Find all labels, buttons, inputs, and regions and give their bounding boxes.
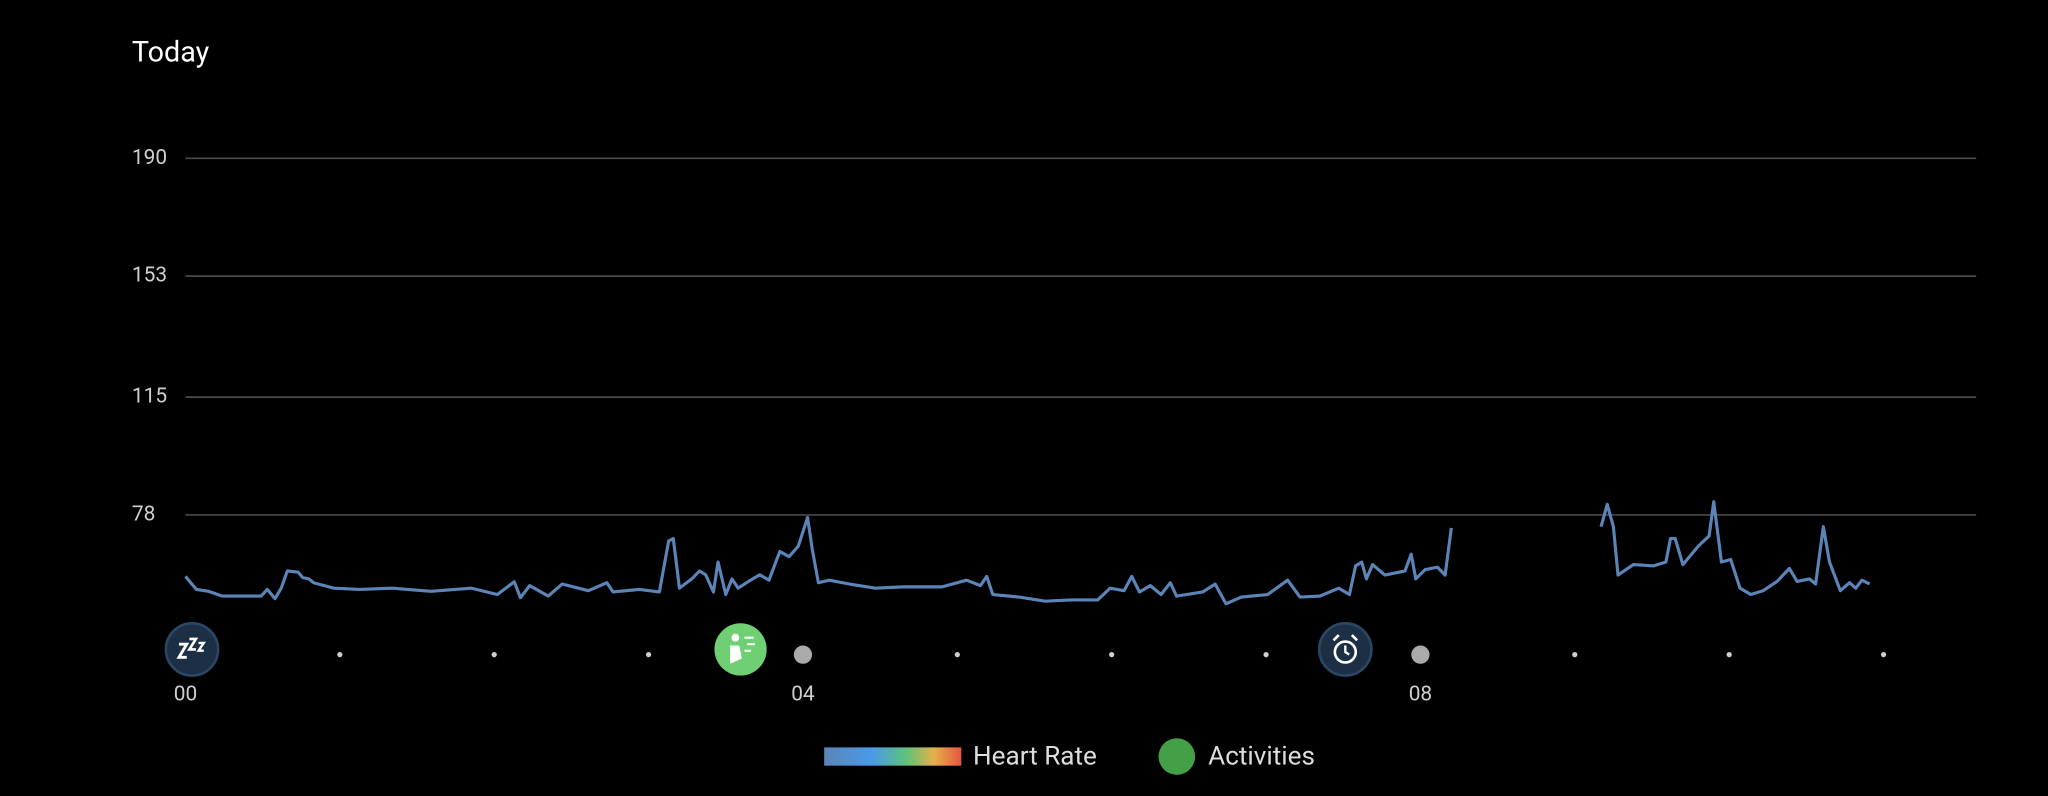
legend-swatch xyxy=(824,747,962,766)
legend-swatch xyxy=(1158,738,1196,775)
y-tick-label: 115 xyxy=(132,385,167,409)
x-tick-label: 04 xyxy=(791,683,815,707)
activity-icon[interactable] xyxy=(714,623,767,676)
minor-tick xyxy=(1726,652,1732,658)
x-tick-label: 00 xyxy=(174,683,197,707)
major-tick xyxy=(793,645,813,664)
minor-tick xyxy=(1572,652,1578,658)
heart-rate-line xyxy=(184,500,1871,606)
minor-tick xyxy=(1880,652,1887,658)
y-tick-label: 190 xyxy=(132,146,167,170)
minor-tick xyxy=(1109,652,1115,658)
alarm-icon[interactable] xyxy=(1317,622,1373,677)
x-axis: 00 04 08 xyxy=(174,645,1887,707)
minor-tick xyxy=(954,652,960,658)
minor-tick xyxy=(337,652,343,658)
minor-tick xyxy=(1263,652,1269,658)
chart-title: Today xyxy=(132,35,210,69)
minor-tick xyxy=(645,652,652,658)
x-tick-label: 08 xyxy=(1409,683,1432,707)
minor-tick xyxy=(491,652,497,658)
major-tick xyxy=(1411,645,1430,664)
sleep-icon xyxy=(164,622,220,677)
y-tick-label: 78 xyxy=(132,502,155,526)
grid: 78 115 153 190 xyxy=(132,146,1977,526)
legend-label: Activities xyxy=(1208,742,1315,772)
y-tick-label: 153 xyxy=(132,264,167,288)
legend-label: Heart Rate xyxy=(973,742,1097,772)
plot xyxy=(184,500,1871,606)
